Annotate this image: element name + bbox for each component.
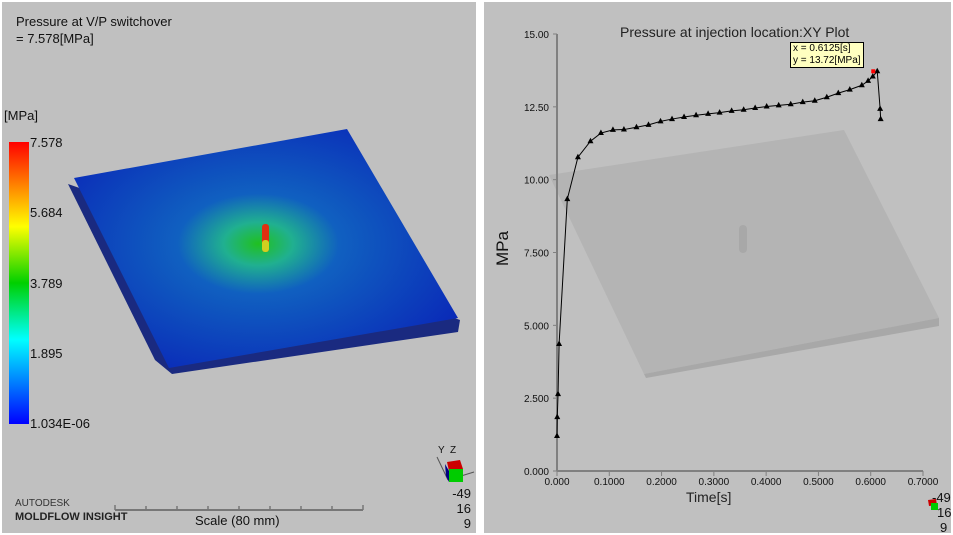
data-point-tooltip: x = 0.6125[s] y = 13.72[MPa] [790, 42, 864, 68]
data-point [752, 104, 759, 110]
data-point [633, 123, 640, 130]
y-tick-label: 5.000 [524, 321, 549, 332]
data-point [874, 67, 881, 74]
tooltip-x: x = 0.6125[s] [793, 43, 851, 54]
data-point [555, 390, 562, 397]
data-point [645, 121, 652, 127]
y-tick-label: 12.50 [524, 103, 549, 114]
legend-tick: 7.578 [30, 135, 63, 150]
result-value: = 7.578[MPa] [16, 31, 94, 46]
xy-plot-viewport[interactable] [484, 2, 951, 533]
data-point [835, 89, 842, 96]
highlighted-point-marker [871, 69, 876, 74]
data-point [554, 432, 560, 439]
data-point [556, 340, 563, 346]
axis-y-label: Y [438, 445, 445, 456]
tooltip-y: y = 13.72[MPa] [793, 55, 861, 66]
scale-label: Scale (80 mm) [195, 513, 280, 528]
data-point [716, 109, 723, 115]
axis-triad-icon [931, 503, 938, 510]
data-point [693, 111, 700, 118]
legend-tick: 1.034E-06 [30, 416, 90, 431]
data-point [869, 73, 876, 79]
part-model [68, 129, 460, 374]
data-point [574, 153, 581, 160]
y-tick-label: 15.00 [524, 30, 549, 41]
data-point [728, 107, 735, 113]
legend-unit: [MPa] [4, 108, 38, 123]
y-tick-label: 7.500 [524, 249, 549, 260]
data-point [846, 86, 853, 92]
data-point [705, 110, 712, 116]
x-tick-label: 0.3000 [699, 477, 730, 488]
rotation-z: 9 [463, 516, 471, 531]
legend-tick: 1.895 [30, 346, 63, 361]
x-tick-label: 0.4000 [751, 477, 782, 488]
data-point [877, 105, 884, 111]
contour-viewport[interactable]: Pressure at V/P switchover = 7.578[MPa] … [2, 2, 476, 533]
data-point [657, 117, 664, 124]
rotation-x: -49 [452, 486, 471, 501]
brand-autodesk: AUTODESK [15, 498, 70, 509]
x-tick-label: 0.6000 [855, 477, 886, 488]
rotation-z: 9 [940, 520, 948, 535]
data-point [823, 93, 830, 100]
series-line [556, 70, 882, 437]
rotation-y: 16 [937, 505, 952, 520]
data-point [620, 126, 627, 132]
data-point [877, 115, 884, 122]
color-legend-bar [9, 142, 29, 424]
data-point [564, 195, 571, 202]
data-point [681, 113, 688, 120]
data-point [740, 106, 747, 112]
data-point [865, 77, 872, 83]
data-point [597, 129, 604, 136]
rotation-y: 16 [456, 501, 471, 516]
y-axis-label: MPa [493, 231, 512, 266]
data-point [554, 413, 561, 420]
data-point [787, 100, 794, 107]
x-tick-label: 0.000 [544, 477, 569, 488]
x-tick-label: 0.7000 [908, 477, 939, 488]
data-point [609, 126, 616, 132]
chart-title: Pressure at injection location:XY Plot [620, 24, 850, 40]
x-axis-label: Time[s] [686, 489, 732, 505]
data-point [811, 97, 818, 103]
x-tick-label: 0.5000 [803, 477, 834, 488]
y-tick-label: 2.500 [524, 394, 549, 405]
result-title: Pressure at V/P switchover [16, 14, 172, 29]
data-point [775, 101, 782, 108]
data-point [858, 81, 865, 88]
x-tick-label: 0.2000 [646, 477, 677, 488]
background-part-model [549, 130, 939, 378]
brand-moldflow: MOLDFLOW INSIGHT [15, 511, 128, 523]
data-point [763, 103, 770, 109]
data-point [799, 98, 806, 105]
y-tick-label: 10.00 [524, 176, 549, 187]
data-point [669, 115, 676, 122]
rotation-x: -49 [932, 490, 951, 505]
y-tick-label: 0.000 [524, 467, 549, 478]
legend-tick: 3.789 [30, 276, 63, 291]
legend-tick: 5.684 [30, 205, 63, 220]
x-tick-label: 0.1000 [594, 477, 625, 488]
data-point [587, 137, 594, 144]
axis-z-label: Z [450, 445, 457, 456]
